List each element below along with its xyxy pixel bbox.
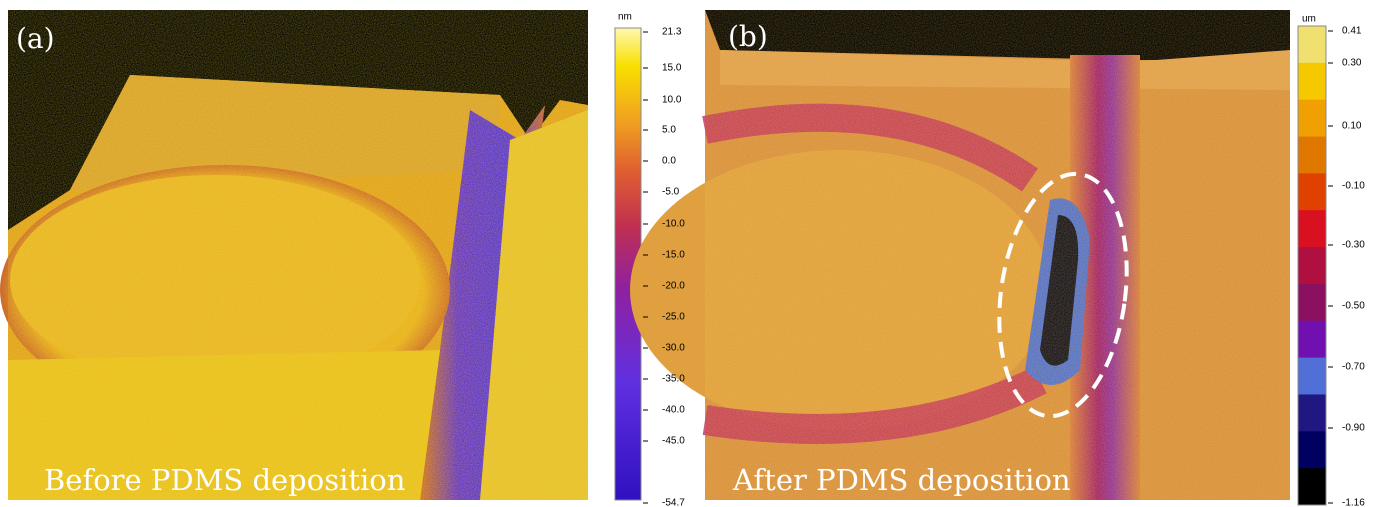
colorbar-tick-label: 21.3 xyxy=(662,27,682,38)
colorbar-tick-label: -30.0 xyxy=(662,343,685,354)
colorbar-tick-label: -45.0 xyxy=(662,436,685,447)
panel-caption: After PDMS deposition xyxy=(732,463,1071,497)
colorbar-tick-label: -0.50 xyxy=(1342,301,1365,312)
panel-caption: Before PDMS deposition xyxy=(44,463,405,497)
colorbar-step xyxy=(1298,431,1326,469)
colorbar-frame xyxy=(1297,25,1327,506)
panel-label: (b) xyxy=(728,20,768,53)
colorbar-tick-label: -54.7 xyxy=(662,498,685,507)
colorbar-tick-label: -0.10 xyxy=(1342,181,1365,192)
colorbar-tick-label: -15.0 xyxy=(662,250,685,261)
colorbar-unit: um xyxy=(1302,14,1316,25)
colorbar-step xyxy=(1298,468,1326,506)
colorbar-step xyxy=(1298,247,1326,285)
colorbar-tick-label: -20.0 xyxy=(662,281,685,292)
colorbar-step xyxy=(1298,357,1326,395)
colorbar-step xyxy=(1298,62,1326,101)
colorbar-tick-label: -10.0 xyxy=(662,219,685,230)
panel-label: (a) xyxy=(16,22,55,55)
colorbar-tick-label: 0.10 xyxy=(1342,121,1362,132)
colorbar-step xyxy=(1298,283,1326,322)
afm-image-b xyxy=(630,10,1290,500)
colorbar-step xyxy=(1298,173,1326,211)
colorbar-tick-label: -5.0 xyxy=(662,187,680,198)
colorbar-step xyxy=(1298,394,1326,432)
colorbar-tick-label: 0.30 xyxy=(1342,58,1362,69)
colorbar-tick-label: -0.70 xyxy=(1342,362,1365,373)
colorbar-tick-label: 15.0 xyxy=(662,63,682,74)
colorbar-tick-label: -35.0 xyxy=(662,374,685,385)
colorbar-step xyxy=(1298,210,1326,248)
colorbar-unit: nm xyxy=(618,12,632,23)
afm-image-a xyxy=(0,10,588,500)
colorbar-tick-label: -40.0 xyxy=(662,405,685,416)
colorbar-tick-label: 5.0 xyxy=(662,125,676,136)
colorbar-tick-label: -1.16 xyxy=(1342,498,1365,507)
colorbar-tick-label: 10.0 xyxy=(662,95,682,106)
colorbar-tick-label: 0.0 xyxy=(662,156,676,167)
colorbar-tick-label: -0.90 xyxy=(1342,423,1365,434)
colorbar-step xyxy=(1298,26,1326,64)
colorbar-tick-label: -0.30 xyxy=(1342,240,1365,251)
colorbar-b xyxy=(1297,25,1327,506)
colorbar-step xyxy=(1298,136,1326,174)
colorbar-tick-label: -25.0 xyxy=(662,312,685,323)
colorbar-step xyxy=(1298,99,1326,138)
colorbar-step xyxy=(1298,320,1326,359)
colorbar-tick-label: 0.41 xyxy=(1342,26,1362,37)
